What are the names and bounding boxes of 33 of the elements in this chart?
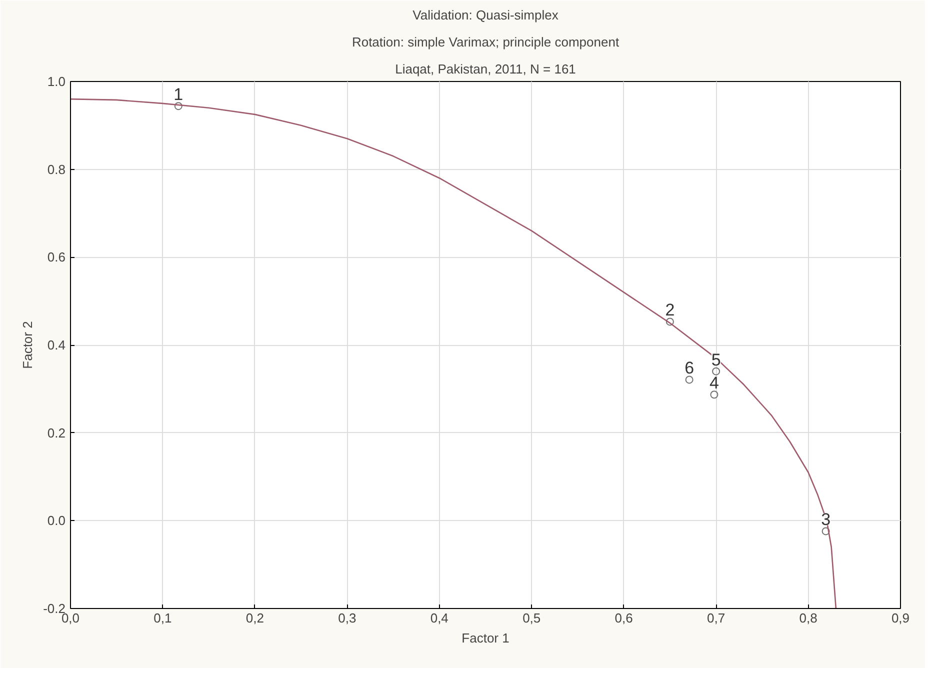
x-axis-title: Factor 1 — [462, 630, 510, 646]
annotation: 3 — [821, 510, 831, 530]
y-tick-label: 0.4 — [47, 338, 66, 352]
point — [685, 376, 694, 384]
x-tick-label: 0,3 — [338, 610, 356, 626]
x-tick-label: 0,5 — [522, 610, 541, 626]
x-tick-label: 0,4 — [430, 610, 448, 626]
point — [822, 527, 830, 536]
text: Liaqat, Pakistan, 2011, N = 161 — [395, 62, 576, 76]
point — [710, 390, 718, 399]
annotation: 4 — [709, 374, 719, 393]
x-tick-label: 0,9 — [891, 610, 910, 626]
annotation: 6 — [684, 358, 694, 378]
y-tick-label: 0.8 — [47, 162, 66, 177]
y-axis-title: Factor 2 — [20, 321, 36, 369]
y-tick-label: 1.0 — [47, 74, 66, 89]
chart-title: Validation: Quasi-simplex — [412, 8, 559, 22]
line-series — [70, 98, 837, 608]
y-tick-label: 0.2 — [47, 425, 66, 440]
point — [712, 367, 720, 376]
x-tick-label: 0,2 — [246, 610, 264, 626]
x-tick-label: 0,1 — [154, 610, 172, 626]
x-tick-label: 0,8 — [799, 610, 818, 626]
y-tick-label: 0.0 — [47, 513, 66, 528]
y-tick-label: 0.6 — [47, 250, 66, 265]
point — [174, 102, 182, 110]
annotation: 2 — [665, 300, 675, 320]
annotation: 1 — [174, 85, 184, 104]
chart-subtitle: Rotation: simple Varimax; principle component — [352, 34, 620, 50]
point — [666, 318, 674, 326]
x-tick-label: 0,6 — [614, 610, 633, 626]
x-tick-label: 0,7 — [707, 610, 726, 626]
annotation: 5 — [711, 350, 721, 370]
